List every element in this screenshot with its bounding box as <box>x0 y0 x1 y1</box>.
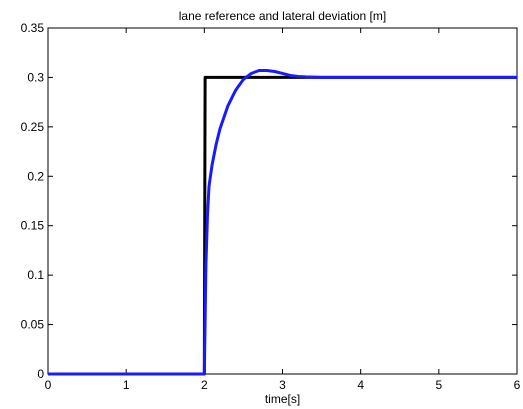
x-tick-label: 4 <box>357 378 364 392</box>
y-tick-label: 0.25 <box>21 120 45 134</box>
x-tick-label: 0 <box>45 378 52 392</box>
x-tick-label: 3 <box>279 378 286 392</box>
y-tick-label: 0.3 <box>27 70 44 84</box>
plot-area: 0 1 2 3 4 5 6 0 0.05 0.1 0.15 0.2 0.25 0.3 0.35 <box>21 21 521 392</box>
x-tick-label: 6 <box>514 378 521 392</box>
y-tick-label: 0 <box>37 367 44 381</box>
y-tick-label: 0.2 <box>27 169 44 183</box>
plot-frame <box>47 27 518 375</box>
y-tick-label: 0.1 <box>27 268 44 282</box>
x-axis-label: time[s] <box>265 392 300 406</box>
y-tick-label: 0.15 <box>21 219 45 233</box>
series-line-deviation <box>48 69 517 376</box>
chart-title: lane reference and lateral deviation [m] <box>179 9 386 23</box>
x-tick-label: 2 <box>201 378 208 392</box>
x-tick-label: 5 <box>435 378 442 392</box>
y-tick-label: 0.35 <box>21 21 45 35</box>
y-tick-label: 0.05 <box>21 318 45 332</box>
x-tick-label: 1 <box>123 378 130 392</box>
